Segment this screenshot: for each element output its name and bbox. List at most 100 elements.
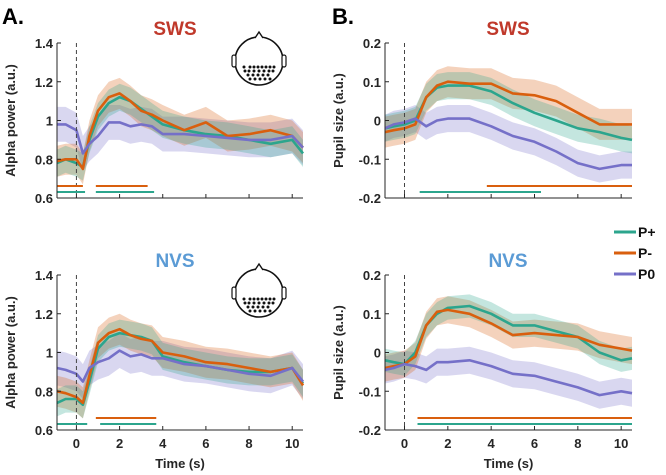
y-tick-label: -0.1 [359,384,381,399]
scalp-head-icon [231,262,287,318]
x-tick-label: 4 [488,436,496,451]
confidence-bands [57,313,303,419]
electrode-dot [272,65,276,69]
y-axis-label: Pupil size (a.u.) [331,73,346,168]
band-p-plus [57,83,303,181]
electrode-dot [242,297,246,301]
scalp-head-icon [231,30,287,86]
head-outline [234,268,284,318]
series-lines [384,304,633,397]
legend-label-p0: P0 [638,266,655,282]
electrode-dot [243,69,247,73]
chart-b-nvs: NVS Pupil size (a.u.) Time (s) -0.2 -0.1 0 0.1… [331,251,633,471]
electrode-dot [256,297,260,301]
chart-a-nvs: NVS Alpha power (a.u.) Time (s) 0.6 0.8 1 1.2 1… [3,251,305,471]
electrode-dot [260,65,264,69]
series-lines [56,92,305,171]
electrode-dot [252,65,256,69]
band-p-minus [57,77,303,185]
chart-title: SWS [486,19,529,40]
series-lines [56,327,305,407]
electrode-dot [256,305,260,309]
legend-label-p-minus: P- [638,245,652,261]
band-p-minus [385,296,632,382]
electrode-dot [268,297,272,301]
y-axis-label: Pupil size (a.u.) [331,305,346,400]
electrode-dot [271,301,275,305]
electrode-dot [267,301,271,305]
y-tick-label: 0.6 [35,423,53,438]
y-tick-label: 1 [46,114,53,129]
x-tick-label: 10 [614,436,628,451]
line-p-minus [384,80,632,134]
line-p0 [384,359,633,397]
line-p0 [384,117,632,171]
x-axis-label: Time (s) [155,456,205,471]
y-tick-label: 1.2 [35,307,53,322]
line-p-plus [384,84,633,142]
nose-icon [254,30,264,39]
electrode-dot [248,65,252,69]
x-tick-label: 4 [159,436,167,451]
electrode-dot [264,297,268,301]
electrode-dot [252,301,256,305]
y-tick-label: -0.2 [359,191,381,206]
electrode-dot [262,301,266,305]
electrode-dot [251,305,255,309]
electrode-dot [264,65,268,69]
line-p0 [56,349,305,383]
y-tick-label: 1.2 [35,75,53,90]
x-tick-label: 0 [401,436,408,451]
panel-label-a: A. [2,4,24,29]
line-p-plus [384,304,633,366]
x-tick-label: 8 [574,436,581,451]
electrode-dot [266,73,270,77]
band-p-plus [385,294,632,376]
electrode-dot [242,65,246,69]
y-tick-label: -0.2 [359,423,381,438]
electrode-dot [247,69,251,73]
electrode-dot [258,309,262,313]
line-p-plus [56,331,305,407]
x-tick-label: 10 [285,436,299,451]
electrode-dot [263,77,267,81]
electrode-dot [261,73,265,77]
left-ear-icon [231,54,237,68]
chart-title: SWS [153,19,196,40]
electrode-dot [248,297,252,301]
electrode-dot [260,297,264,301]
y-axis-label: Alpha power (a.u.) [3,296,18,409]
electrode-dot [253,309,257,313]
electrode-dot [271,69,275,73]
line-p-minus [56,327,305,405]
electrode-dot [268,65,272,69]
electrode-dot [248,77,252,81]
confidence-bands [385,294,632,409]
electrode-dot [272,297,276,301]
significance-bars [419,185,632,193]
chart-b-sws: SWS Pupil size (a.u.) -0.2 -0.1 0 0.1 0.2 [331,19,633,206]
y-axis-label: Alpha power (a.u.) [3,64,18,177]
electrode-dot [262,69,266,73]
chart-title: NVS [488,251,527,272]
electrode-dot [246,73,250,77]
electrode-dot [243,301,247,305]
x-tick-label: 8 [245,436,252,451]
band-p-minus [57,313,303,419]
y-tick-label: 0 [374,114,381,129]
y-tick-label: 0.2 [363,36,381,51]
head-outline [234,36,284,86]
right-ear-icon [281,286,287,300]
y-tick-label: 0 [374,346,381,361]
electrode-dot [247,301,251,305]
electrode-dot [266,305,270,309]
electrode-dot [258,77,262,81]
right-ear-icon [281,54,287,68]
x-tick-label: 2 [444,436,451,451]
electrode-dot [256,65,260,69]
electrode-dot [268,309,272,313]
y-tick-label: 0.1 [363,307,381,322]
charts-container: SWS Alpha power (a.u.) 0.6 0.8 1 1.2 1.4 SWS Pup… [3,19,633,471]
electrode-dot [252,69,256,73]
